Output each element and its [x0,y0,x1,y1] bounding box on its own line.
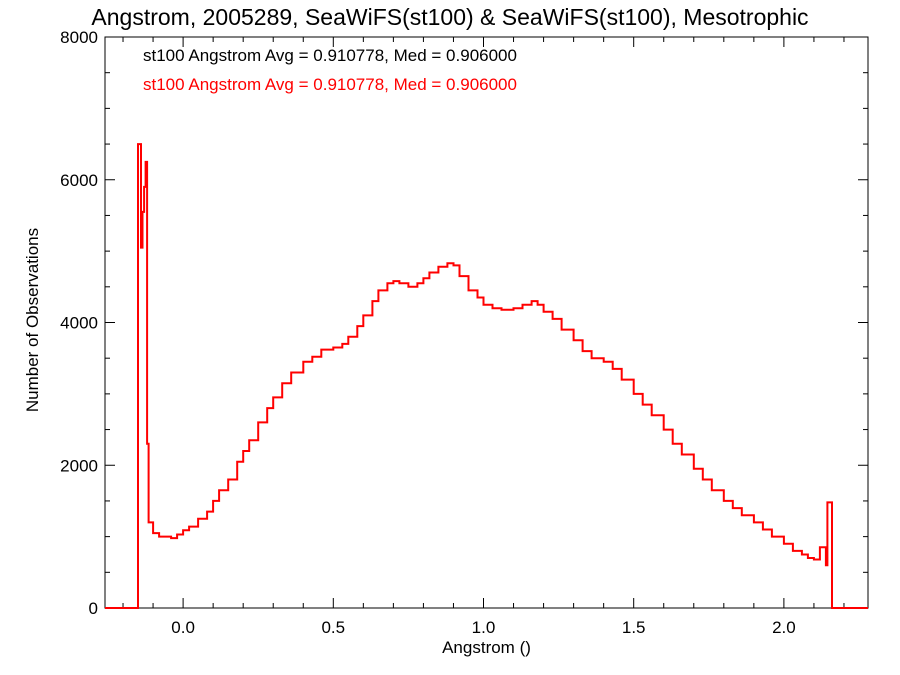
y-tick-label: 2000 [60,456,98,475]
x-tick-label: 1.5 [622,618,646,637]
annotation-black: st100 Angstrom Avg = 0.910778, Med = 0.9… [143,46,517,65]
y-axis-title: Number of Observations [23,227,42,413]
y-tick-label: 0 [89,599,98,618]
y-tick-label: 4000 [60,314,98,333]
y-tick-label: 8000 [60,28,98,47]
x-tick-label: 2.0 [772,618,796,637]
axis-ticks [105,36,868,609]
y-tick-label: 6000 [60,171,98,190]
chart-title: Angstrom, 2005289, SeaWiFS(st100) & SeaW… [91,4,809,30]
x-tick-label: 0.0 [171,618,195,637]
annotation-red: st100 Angstrom Avg = 0.910778, Med = 0.9… [143,75,517,94]
x-axis-title: Angstrom () [442,638,531,657]
series-line [105,143,868,609]
x-tick-label: 1.0 [472,618,496,637]
axis-tick-labels: 0.0 0.5 1.0 1.5 2.0 0 2000 4000 6000 8000 [60,28,796,637]
x-tick-label: 0.5 [321,618,345,637]
